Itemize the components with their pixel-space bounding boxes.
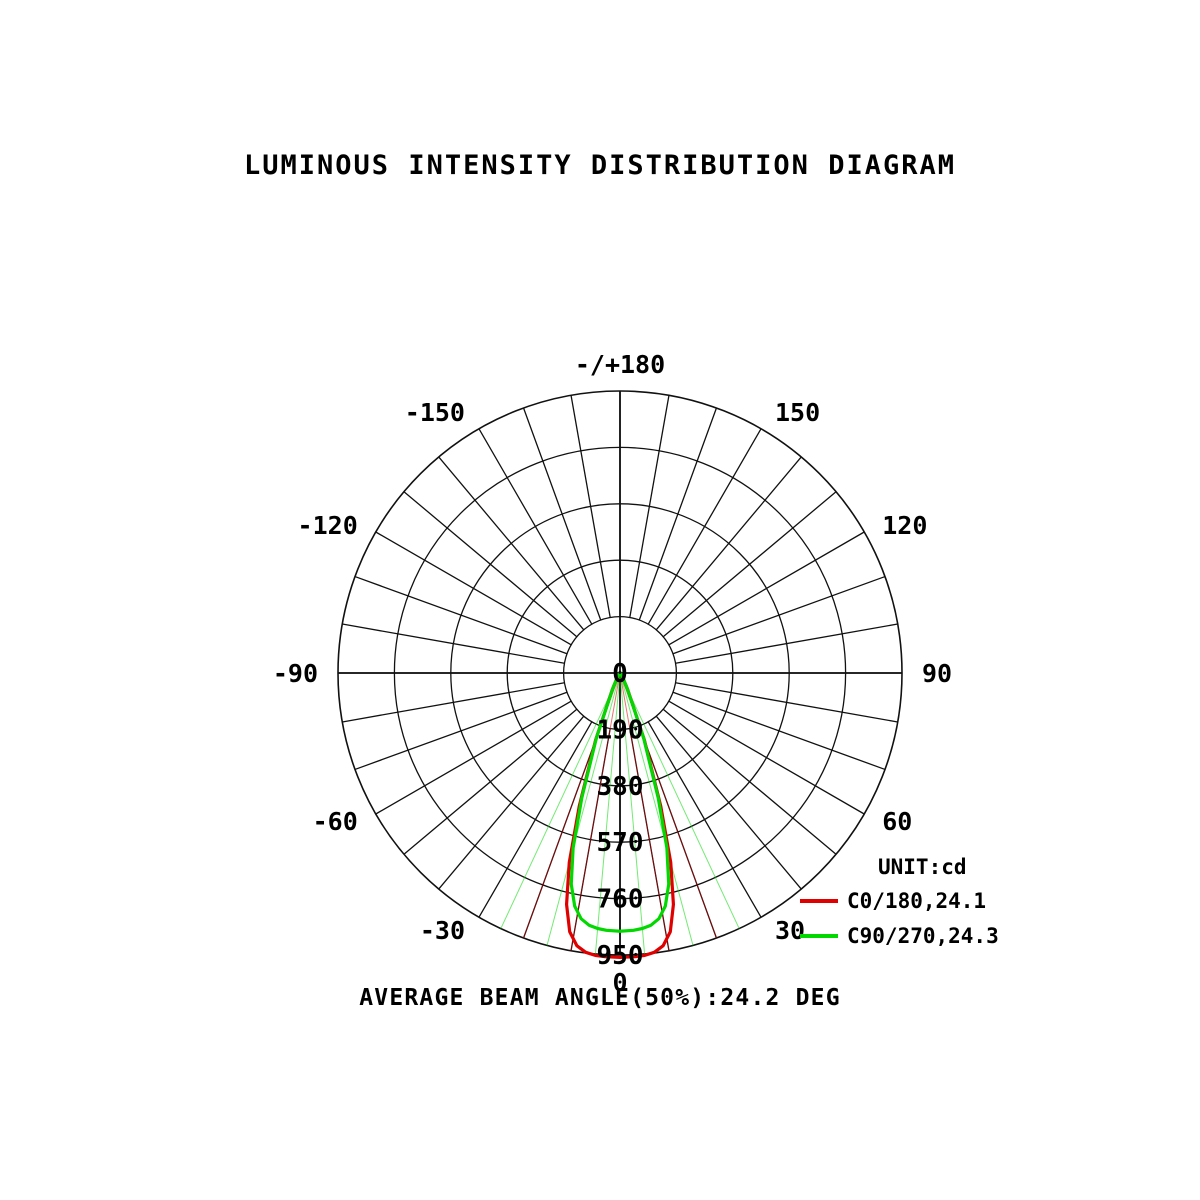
grid-spoke [375, 531, 572, 646]
grid-spoke [675, 623, 898, 664]
radial-tick-label: 190 [597, 715, 644, 745]
grid-spoke [662, 491, 837, 638]
angle-tick-label: 30 [775, 916, 805, 945]
grid-spoke [478, 721, 593, 918]
legend: UNIT:cd C0/180,24.1 C90/270,24.3 [800, 855, 1060, 958]
grid-spoke [354, 691, 568, 771]
grid-spoke [672, 691, 886, 771]
beam-spoke-faint [619, 672, 694, 946]
angle-tick-label: 90 [922, 659, 952, 688]
legend-swatch-red [800, 899, 838, 903]
legend-label-c90-270: C90/270,24.3 [847, 924, 999, 948]
grid-spoke [375, 700, 572, 815]
beam-angle-caption: AVERAGE BEAM ANGLE(50%):24.2 DEG [359, 985, 841, 1011]
radial-tick-label: 950 [597, 941, 644, 971]
angle-tick-label: -90 [273, 659, 318, 688]
grid-spoke [342, 682, 565, 723]
radial-tick-label: 380 [597, 772, 644, 802]
angle-tick-labels: -/+180 -150 150 -120 120 -90 90 -60 60 -30 30 0 [273, 350, 952, 997]
angle-tick-label: -150 [405, 398, 465, 427]
angle-tick-label: -120 [298, 511, 358, 540]
grid-spoke [522, 407, 602, 621]
angle-tick-label: 60 [882, 807, 912, 836]
grid-spoke [438, 456, 585, 631]
bottom-axis-zero-label: 0 [612, 968, 627, 997]
grid-spoke [662, 708, 837, 855]
radial-tick-label: 760 [597, 885, 644, 915]
grid-spoke [438, 715, 585, 890]
legend-item-c0-180: C0/180,24.1 [800, 888, 1060, 914]
angle-tick-label: -/+180 [575, 350, 665, 379]
grid-spoke [655, 715, 802, 890]
beam-spoke-faint [619, 672, 740, 929]
beam-spoke-faint [570, 672, 621, 951]
grid-spoke [342, 623, 565, 664]
curve-layer [500, 671, 740, 959]
radial-tick-labels: 0 190 380 570 760 950 [597, 659, 644, 971]
grid-spoke [668, 531, 865, 646]
radial-tick-label: 570 [597, 828, 644, 858]
grid-spoke [629, 395, 670, 618]
angle-tick-label: 120 [882, 511, 927, 540]
radial-tick-label: 0 [612, 659, 628, 689]
grid-spoke [478, 428, 593, 625]
grid-spoke [655, 456, 802, 631]
grid-spoke [668, 700, 865, 815]
legend-swatch-green [800, 934, 838, 938]
grid-spoke [675, 682, 898, 723]
legend-item-c90-270: C90/270,24.3 [800, 923, 1060, 949]
beam-spoke-faint [619, 672, 646, 954]
angle-tick-label: -60 [313, 807, 358, 836]
grid-spoke [647, 721, 762, 918]
beam-spoke-faint [546, 672, 621, 946]
grid-spoke [354, 575, 568, 655]
legend-unit-label: UNIT:cd [878, 855, 967, 879]
beam-spoke-faint [619, 672, 670, 951]
beam-spoke-faint [500, 672, 621, 929]
intensity-curve-c90-270 [569, 671, 671, 933]
grid-spoke [647, 428, 762, 625]
grid-spoke [638, 407, 718, 621]
grid-spoke [403, 708, 578, 855]
angle-tick-label: 150 [775, 398, 820, 427]
angle-tick-label: -30 [420, 916, 465, 945]
beam-spoke-faint [594, 672, 621, 954]
legend-label-c0-180: C0/180,24.1 [847, 889, 987, 913]
page-title: LUMINOUS INTENSITY DISTRIBUTION DIAGRAM [244, 150, 956, 181]
grid-spoke [403, 491, 578, 638]
polar-grid [337, 390, 903, 956]
grid-spoke [672, 575, 886, 655]
grid-spoke [570, 395, 611, 618]
